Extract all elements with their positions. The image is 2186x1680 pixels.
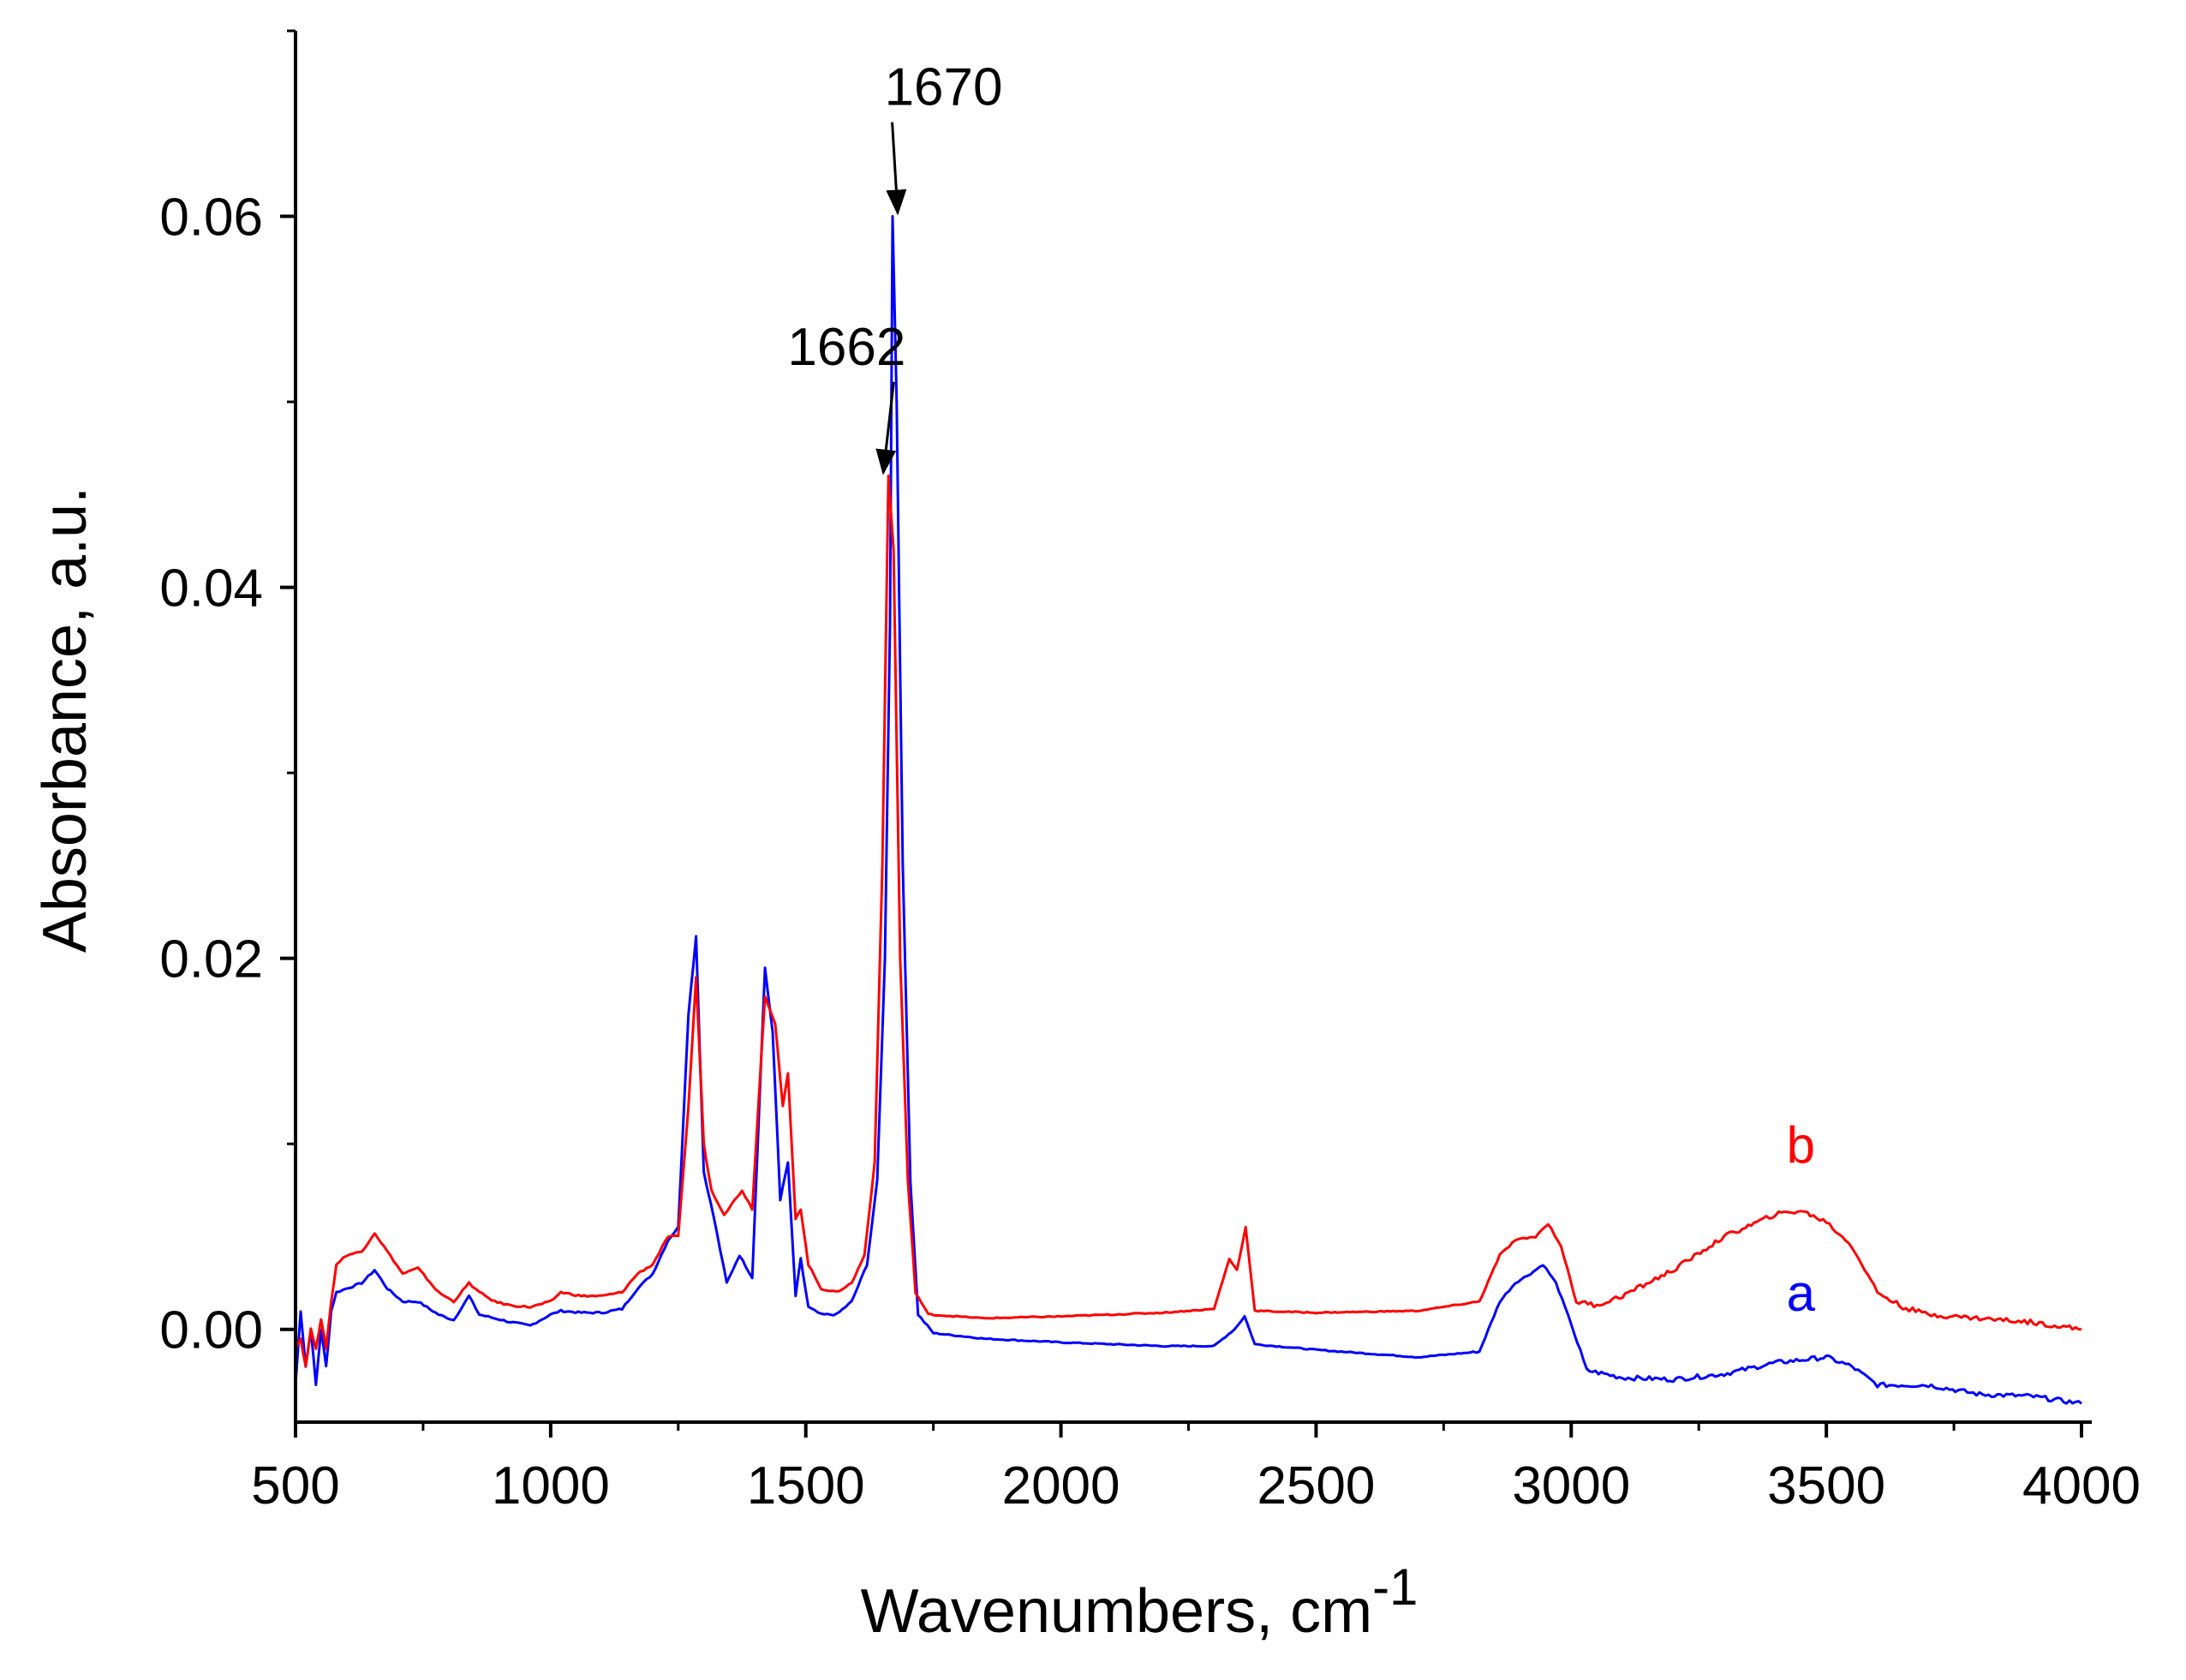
x-tick-label: 500: [251, 1456, 339, 1516]
x-tick-label: 2500: [1257, 1456, 1375, 1516]
y-axis-ticks: 0.00 0.02 0.04 0.06: [159, 29, 296, 1360]
x-tick-label: 2000: [1002, 1456, 1120, 1516]
series-line-b: [294, 474, 2082, 1367]
y-tick-label: 0.02: [159, 930, 263, 989]
annotation-label: 1662: [787, 318, 905, 377]
series-label-a: a: [1787, 1264, 1816, 1322]
x-axis-title-text: Wavenumbers, cm: [861, 1577, 1372, 1646]
annotation-arrow: [875, 381, 897, 475]
x-axis-title: Wavenumbers, cm-1: [861, 1558, 1419, 1646]
x-tick-label: 3500: [1767, 1456, 1885, 1516]
series-line-a: [294, 215, 2082, 1405]
annotation-label: 1670: [885, 58, 1003, 117]
x-axis-title-superscript: -1: [1372, 1558, 1418, 1616]
x-tick-label: 3000: [1512, 1456, 1630, 1516]
series-label-layer: ab: [1787, 1116, 1816, 1322]
x-tick-label: 4000: [2022, 1456, 2141, 1516]
annotation-arrow: [886, 122, 907, 216]
annotation-layer: 1662 1670: [787, 58, 1003, 475]
x-tick-label: 1000: [492, 1456, 610, 1516]
y-tick-label: 0.04: [159, 559, 263, 619]
series-layer: [294, 215, 2082, 1405]
x-axis-ticks: 500 1000 1500 2000 2500 3000 3500 4000: [251, 1422, 2141, 1516]
series-label-b: b: [1787, 1116, 1815, 1174]
x-tick-label: 1500: [747, 1456, 865, 1516]
y-tick-label: 0.06: [159, 188, 263, 248]
y-tick-label: 0.00: [159, 1301, 263, 1360]
y-axis-title: Absorbance, a.u.: [31, 487, 99, 953]
